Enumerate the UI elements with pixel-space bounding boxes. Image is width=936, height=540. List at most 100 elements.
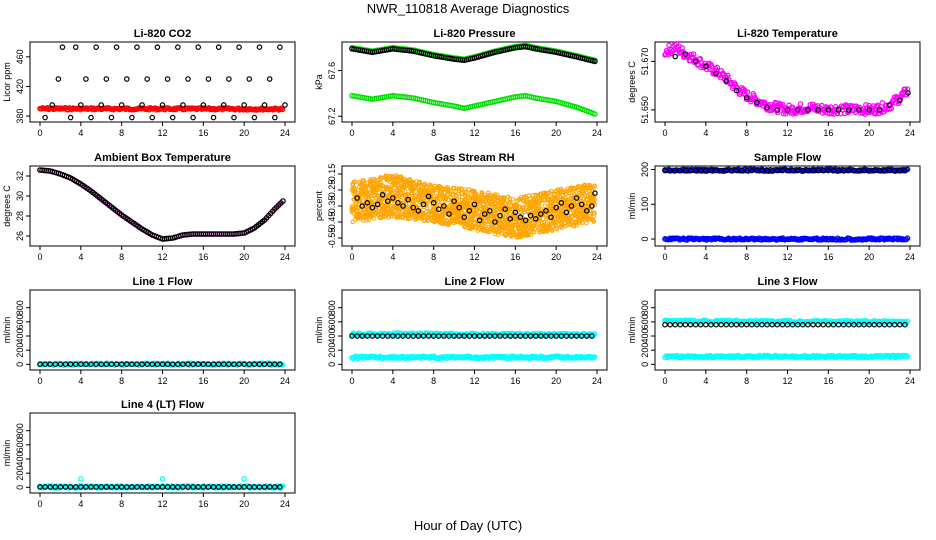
series-black-point bbox=[425, 193, 432, 200]
series-black-point bbox=[578, 201, 585, 208]
series-black-point bbox=[88, 114, 94, 121]
series-black-point bbox=[825, 321, 832, 328]
series-black-point bbox=[718, 321, 724, 328]
series-black-point bbox=[420, 201, 427, 208]
series-black-point bbox=[769, 167, 775, 174]
series-black-point bbox=[390, 195, 396, 201]
series-black-point bbox=[558, 200, 565, 206]
series-black-point bbox=[129, 361, 135, 367]
series-black-point bbox=[538, 211, 544, 217]
x-tick-label: 16 bbox=[510, 252, 520, 262]
series-black-point bbox=[810, 167, 816, 174]
series-black-point bbox=[532, 216, 539, 222]
series-black-point bbox=[62, 361, 69, 367]
y-tick-label: 800 bbox=[640, 300, 650, 315]
x-tick-label: 24 bbox=[592, 252, 602, 262]
series-black-point bbox=[236, 44, 242, 50]
series-blue-point bbox=[903, 236, 910, 243]
series-black-point bbox=[93, 361, 99, 367]
series-orange-point bbox=[571, 223, 577, 229]
series-black-point bbox=[502, 206, 508, 213]
y-tick-label: 400 bbox=[327, 329, 337, 344]
series-black-point bbox=[441, 333, 447, 339]
y-tick-label: 67.6 bbox=[327, 62, 337, 80]
series-black-point bbox=[800, 167, 806, 174]
series-black-point bbox=[400, 203, 406, 209]
series-black-point bbox=[810, 321, 816, 328]
plot-frame bbox=[29, 165, 296, 247]
series-black-point bbox=[246, 76, 253, 82]
series-black-point bbox=[42, 361, 48, 367]
series-orange-point bbox=[441, 186, 446, 192]
series-magenta-point bbox=[904, 86, 911, 92]
series-black-point bbox=[220, 102, 227, 108]
series-black-point bbox=[845, 107, 852, 113]
series-black-point bbox=[384, 198, 391, 205]
y-tick-label: 0 bbox=[15, 485, 25, 490]
series-black-point bbox=[845, 321, 852, 328]
series-black-point bbox=[129, 114, 135, 121]
series-black-point bbox=[815, 107, 821, 113]
series-black-point bbox=[139, 361, 145, 367]
series-black-point bbox=[487, 333, 493, 339]
series-orange-point bbox=[485, 229, 490, 235]
series-black-point bbox=[886, 167, 893, 174]
series-black-point bbox=[825, 107, 832, 113]
series-black-point bbox=[840, 167, 847, 174]
series-orange-point bbox=[521, 205, 526, 210]
series-black-point bbox=[359, 333, 366, 339]
x-tick-label: 0 bbox=[662, 128, 667, 138]
series-black-point bbox=[543, 208, 549, 214]
series-black-point bbox=[820, 321, 827, 328]
series-black-point bbox=[441, 203, 447, 209]
series-black-point bbox=[461, 214, 468, 221]
panel-title: Li-820 CO2 bbox=[134, 28, 191, 40]
series-black-point bbox=[692, 321, 699, 328]
series-black-point bbox=[891, 167, 898, 174]
y-axis-label: ml/min bbox=[2, 440, 12, 467]
series-magenta-point bbox=[714, 64, 721, 71]
series-cyan-point bbox=[421, 353, 428, 360]
series-black-point bbox=[723, 77, 730, 84]
y-axis-label: percent bbox=[314, 190, 324, 221]
y-tick-label: 400 bbox=[15, 329, 25, 344]
series-orange-point bbox=[371, 216, 377, 221]
y-axis-label: degrees C bbox=[2, 185, 12, 227]
series-black-point bbox=[769, 321, 775, 328]
series-black-point bbox=[266, 361, 273, 367]
x-tick-label: 16 bbox=[823, 376, 833, 386]
series-layer bbox=[349, 173, 598, 240]
series-black-point bbox=[517, 214, 524, 221]
series-black-point bbox=[774, 321, 781, 328]
series-orange-point bbox=[366, 193, 372, 198]
x-tick-label: 0 bbox=[662, 376, 667, 386]
series-black-point bbox=[256, 44, 263, 50]
series-black-point bbox=[902, 321, 908, 328]
series-black-point bbox=[522, 217, 529, 224]
series-black-point bbox=[220, 361, 227, 367]
series-black-point bbox=[672, 321, 679, 328]
series-black-point bbox=[175, 361, 181, 367]
y-tick-label: 0 bbox=[640, 362, 650, 367]
series-black-point bbox=[113, 44, 120, 50]
series-black-point bbox=[430, 200, 437, 206]
series-black-point bbox=[672, 167, 679, 174]
series-black-point bbox=[682, 51, 689, 57]
series-black-point bbox=[825, 167, 832, 174]
series-black-point bbox=[527, 212, 534, 219]
series-black-point bbox=[866, 321, 872, 328]
y-tick-label: 51.650 bbox=[640, 96, 650, 124]
series-black-point bbox=[764, 321, 770, 328]
x-tick-label: 4 bbox=[78, 376, 83, 386]
series-cyan-point bbox=[904, 353, 911, 360]
y-tick-label: 0 bbox=[327, 362, 337, 367]
panel-title: Line 1 Flow bbox=[133, 276, 193, 288]
series-black-point bbox=[672, 53, 679, 60]
y-tick-label: 600 bbox=[327, 314, 337, 329]
series-orange-point bbox=[454, 193, 459, 199]
series-black-point bbox=[169, 114, 176, 121]
series-orange-point bbox=[591, 219, 597, 224]
